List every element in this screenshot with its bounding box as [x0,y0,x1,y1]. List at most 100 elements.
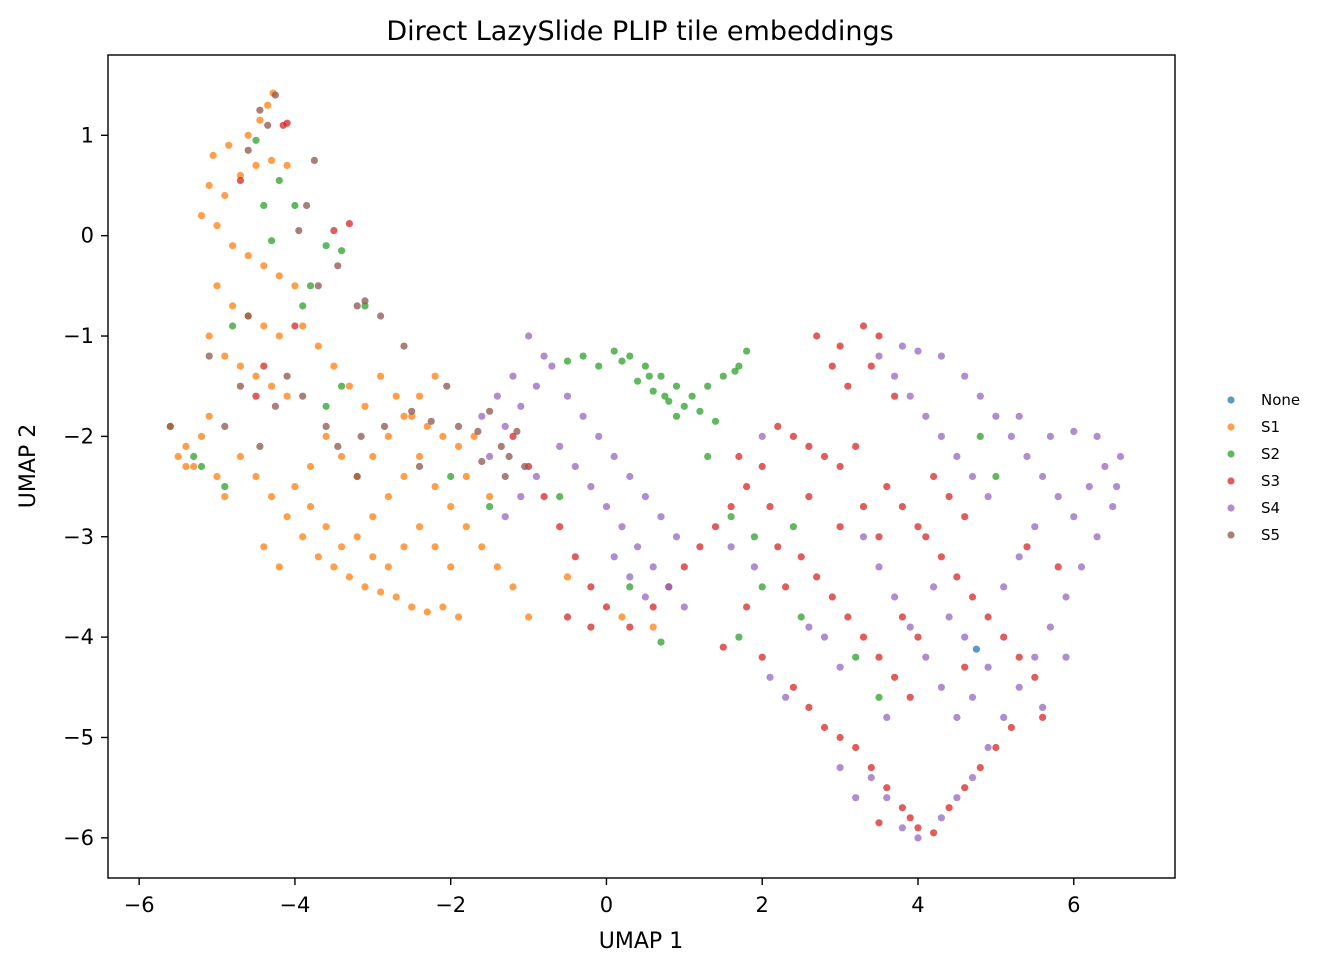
point-s2-17 [322,402,330,410]
point-s2-4 [268,237,276,245]
point-s3-79 [1054,563,1062,571]
point-s3-66 [953,573,961,581]
point-s2-42 [758,583,766,591]
point-s3-57 [930,829,938,837]
point-s3-91 [859,503,868,511]
point-s4-48 [1039,472,1047,481]
point-s5-31 [497,442,505,450]
point-s1-29 [283,392,291,400]
point-s4-34 [906,392,914,400]
point-s3-67 [968,593,977,601]
point-s4-3 [493,392,501,400]
point-s4-86 [961,633,969,641]
point-s5-10 [353,302,361,310]
point-s5-21 [256,442,264,450]
y-tick-label-3: −2 [63,424,94,448]
y-tick-label-2: −1 [63,324,94,348]
point-s4-57 [1062,593,1070,601]
point-s1-72 [415,452,424,461]
point-s1-100 [649,623,657,631]
point-s5-5 [303,201,311,210]
point-s3-83 [914,633,922,641]
point-s1-71 [400,472,408,481]
point-s4-89 [836,663,844,671]
point-s2-21 [641,362,650,370]
point-s3-62 [976,764,984,772]
point-s4-19 [587,483,595,491]
point-s1-66 [322,523,330,531]
point-s4-41 [914,347,922,355]
point-s1-32 [330,362,338,370]
point-s2-41 [750,533,759,541]
point-s1-1 [264,101,272,109]
point-s4-59 [1031,653,1039,661]
point-s2-46 [875,693,883,701]
point-s3-12 [828,362,836,370]
point-s3-55 [898,804,907,812]
point-s2-28 [743,347,751,355]
point-s1-79 [338,452,346,461]
point-s5-29 [474,427,482,435]
point-s1-49 [236,452,244,461]
point-s1-83 [400,412,408,420]
point-s1-24 [205,332,213,340]
point-s3-94 [774,543,782,551]
point-s3-95 [735,452,743,461]
point-s5-11 [377,312,385,320]
point-s4-99 [1113,483,1121,491]
point-s4-62 [984,743,992,752]
point-s1-12 [213,222,221,230]
point-s4-16 [672,533,681,541]
point-s1-92 [431,543,439,551]
point-s2-8 [306,282,315,290]
point-s1-88 [369,553,377,561]
point-s4-74 [891,593,899,601]
point-s4-17 [556,442,564,450]
point-s5-35 [501,472,509,481]
point-s3-73 [898,503,907,511]
point-s4-67 [898,824,907,832]
point-s2-55 [618,357,626,365]
point-s2-20 [626,352,634,360]
point-s4-64 [953,794,961,802]
point-s4-69 [867,774,875,782]
point-s3-48 [789,683,798,691]
point-s1-9 [252,161,260,169]
point-s3-47 [906,693,914,701]
point-s1-22 [260,322,268,330]
point-s4-7 [532,382,541,390]
point-s3-78 [1023,543,1031,551]
point-s2-37 [711,417,720,425]
point-s3-54 [883,784,891,792]
point-s5-8 [314,282,322,290]
point-s4-101 [1039,703,1047,712]
point-s4-97 [1093,432,1101,440]
point-s1-89 [384,563,392,571]
point-s3-19 [820,452,829,461]
point-s4-14 [641,493,650,501]
point-s4-92 [766,673,774,681]
y-axis-ticks: 1 0 −1 −2 −3 −4 −5 −6 [63,123,108,850]
point-s1-36 [392,392,400,400]
point-s1-20 [229,302,237,310]
point-s2-22 [657,372,665,380]
point-s3-42 [828,593,836,601]
point-s3-69 [1000,633,1008,641]
legend-marker-none [1227,396,1235,404]
point-s3-87 [743,603,751,611]
point-s4-73 [875,563,883,571]
point-s4-83 [1031,523,1039,531]
point-s4-84 [930,583,938,591]
point-s3-44 [859,633,868,641]
point-s4-75 [906,623,914,631]
point-s1-13 [197,212,206,220]
point-s2-27 [735,362,743,370]
point-s1-84 [415,392,424,400]
point-s4-56 [1077,563,1086,571]
point-s3-23 [743,483,751,491]
point-s2-24 [688,392,696,400]
point-s1-43 [182,442,190,450]
y-tick-label-1: 0 [81,224,94,248]
point-s4-88 [820,633,829,641]
point-s3-59 [906,814,914,822]
